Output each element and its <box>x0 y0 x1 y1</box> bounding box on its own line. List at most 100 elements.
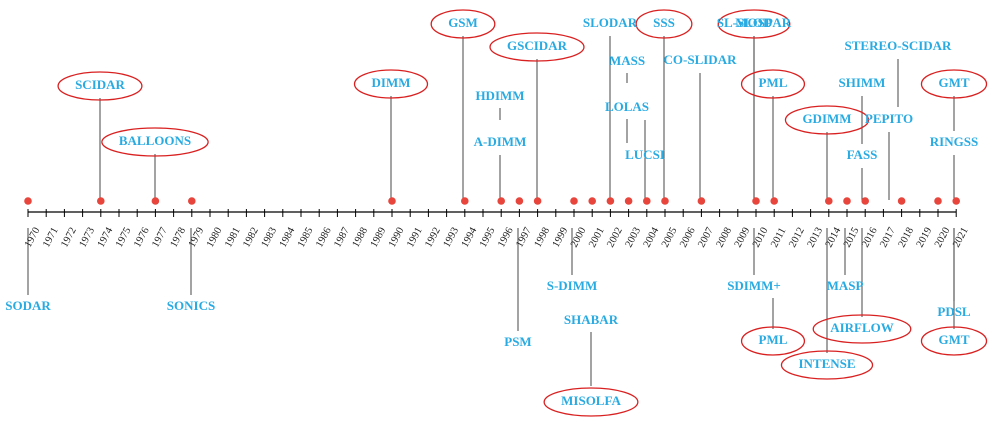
event-label: GSM <box>448 15 478 30</box>
event-label: SLODAR <box>583 15 638 30</box>
event-dot <box>624 197 633 205</box>
event-label: MASS <box>609 53 645 68</box>
event-label: PEPITO <box>865 111 913 126</box>
event-label: GMT <box>938 332 969 347</box>
event-label: MASP <box>827 278 864 293</box>
event-dot <box>606 197 615 205</box>
event-label: A-DIMM <box>474 134 527 149</box>
year-label: 2009 <box>733 226 753 250</box>
highlight-ellipse <box>353 69 429 99</box>
year-label: 1989 <box>369 226 389 250</box>
event-label: PDSL <box>937 304 971 319</box>
event-dot <box>515 197 524 205</box>
event-dot <box>752 197 760 205</box>
event-label: PSM <box>504 334 531 349</box>
year-label: 1972 <box>59 226 79 250</box>
event-label: FASS <box>847 147 878 162</box>
year-label: 2006 <box>678 226 698 250</box>
year-label: 2001 <box>587 226 607 250</box>
event-dot <box>24 197 32 205</box>
year-label: 1988 <box>351 226 371 250</box>
event-dot <box>461 197 469 205</box>
year-label: 1998 <box>533 226 553 250</box>
highlight-ellipse <box>430 9 496 39</box>
highlight-ellipse <box>543 387 639 417</box>
highlight-ellipse <box>740 326 806 356</box>
year-label: 1982 <box>241 226 261 250</box>
year-label: 2002 <box>605 226 625 250</box>
leader-lines <box>27 36 955 386</box>
event-dot <box>825 197 833 205</box>
year-label: 1990 <box>387 226 407 250</box>
event-dot <box>570 197 578 205</box>
highlight-ellipse <box>717 9 791 39</box>
event-dot <box>188 197 196 205</box>
event-label: SHABAR <box>564 312 619 327</box>
highlight-ellipse <box>920 69 988 99</box>
year-label: 1978 <box>169 226 189 250</box>
year-label: 1980 <box>205 226 225 250</box>
year-label: 1985 <box>296 226 316 250</box>
event-dot <box>897 197 906 205</box>
year-label: 2007 <box>696 226 716 250</box>
event-dot <box>770 197 778 205</box>
event-label: LOLAS <box>605 99 649 114</box>
highlight-ellipse <box>635 9 693 39</box>
highlight-ellipse <box>57 71 143 101</box>
event-label: DIMM <box>372 75 411 90</box>
event-markers <box>24 197 960 205</box>
event-label: HDIMM <box>475 88 524 103</box>
year-label: 1993 <box>442 226 462 250</box>
highlight-ellipse <box>780 350 874 380</box>
event-label: AIRFLOW <box>830 320 894 335</box>
year-label: 2013 <box>806 226 826 250</box>
year-label: 1971 <box>41 226 61 250</box>
event-dot <box>697 197 706 205</box>
year-label: 2011 <box>769 226 788 249</box>
event-dot <box>151 197 160 205</box>
event-label: GSCIDAR <box>507 38 568 53</box>
year-label: 1986 <box>314 226 334 250</box>
event-label: SONICS <box>167 298 215 313</box>
event-label: MOSP <box>735 15 773 30</box>
event-label: SSS <box>653 15 675 30</box>
year-label: 1992 <box>423 226 443 250</box>
year-label: 2019 <box>915 226 935 250</box>
year-label: 1975 <box>114 226 134 250</box>
event-label: GDIMM <box>802 111 851 126</box>
event-label: RINGSS <box>930 134 978 149</box>
event-labels: SODAR SCIDAR BALLOONS SONICS DIMM GSM HDIMM A-D… <box>5 15 978 408</box>
year-label: 1976 <box>132 226 152 250</box>
year-labels: 1970197119721973197419751976197719781979… <box>23 225 971 249</box>
year-label: 1974 <box>96 225 116 249</box>
year-label: 1999 <box>551 226 571 250</box>
event-dot <box>861 197 869 205</box>
event-label: SL-SLODAR <box>717 15 792 30</box>
year-label: 2012 <box>787 226 807 250</box>
event-dot <box>952 197 960 205</box>
event-dot <box>497 197 506 205</box>
year-label: 1983 <box>260 226 280 250</box>
year-label: 1991 <box>405 226 425 250</box>
event-label: SCIDAR <box>75 77 125 92</box>
year-label: 2018 <box>897 226 917 250</box>
event-label: BALLOONS <box>119 133 191 148</box>
year-label: 1970 <box>23 226 43 250</box>
event-label: S-DIMM <box>547 278 598 293</box>
event-label: SODAR <box>5 298 51 313</box>
year-label: 2005 <box>660 226 680 250</box>
event-dot <box>97 197 105 205</box>
year-label: 1977 <box>150 226 170 250</box>
event-dot <box>533 197 542 205</box>
event-label: PML <box>759 332 788 347</box>
year-label: 2004 <box>642 225 662 249</box>
year-label: 1987 <box>332 226 352 250</box>
event-label: SDIMM+ <box>727 278 781 293</box>
event-dot <box>661 197 669 205</box>
year-label: 2020 <box>933 226 953 250</box>
year-ticks <box>27 209 957 217</box>
year-label: 2016 <box>860 226 880 250</box>
year-label: 2017 <box>878 226 898 250</box>
year-label: 2003 <box>624 226 644 250</box>
